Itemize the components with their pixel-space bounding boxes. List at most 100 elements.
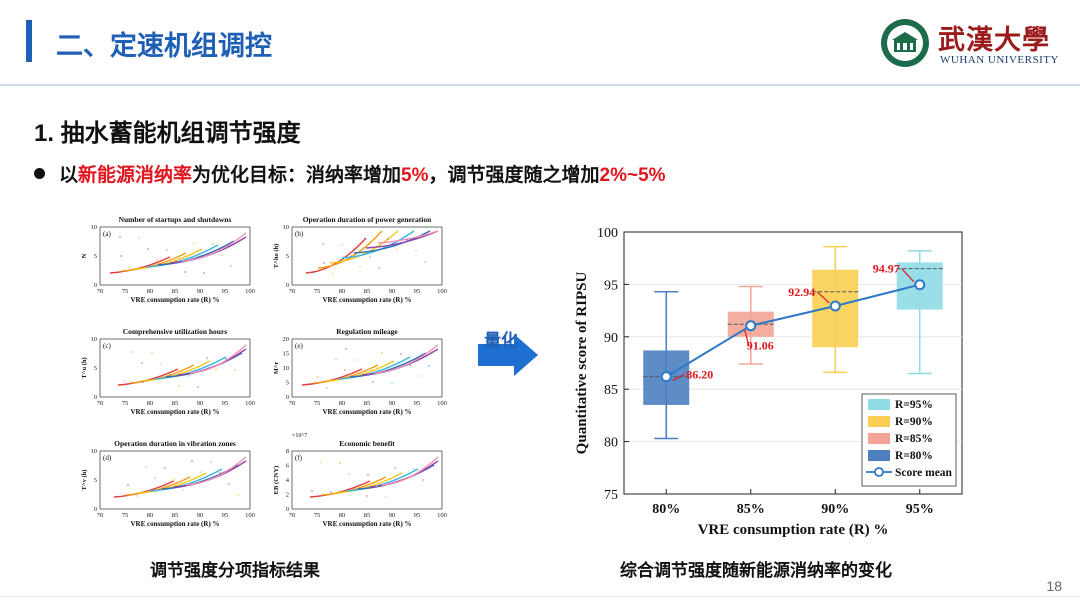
subplot-xtick: 100	[245, 400, 255, 407]
subplot-curve	[157, 240, 235, 266]
bullet-text-3: 为优化目标：消纳率增加	[192, 165, 402, 186]
subplot-xlabel: VRE consumption rate (R) %	[322, 408, 411, 416]
subplot-ylabel: T^ho (h)	[273, 244, 280, 269]
legend-label: R=90%	[895, 416, 933, 428]
subplot-curve	[381, 456, 439, 486]
legend-label: R=85%	[895, 433, 933, 445]
subplot-xtick: 95	[414, 400, 421, 407]
subplot-xlabel: VRE consumption rate (R) %	[322, 296, 411, 304]
subplot-point	[418, 375, 420, 377]
subplot-point	[132, 351, 134, 353]
subplot-point	[345, 348, 347, 350]
subplot-point	[403, 478, 405, 480]
bullet-text-2: 新能源消纳率	[78, 165, 193, 186]
subplot-point	[313, 272, 315, 274]
legend-swatch	[868, 433, 890, 444]
subplot-point	[320, 461, 322, 463]
subplot-xtick: 90	[197, 512, 204, 519]
subplot-xtick: 90	[197, 288, 204, 295]
subplot-frame	[99, 226, 251, 286]
university-seal-icon	[881, 19, 929, 67]
subplot-exponent: ×10^7	[292, 433, 307, 439]
subplot-point	[354, 359, 356, 361]
subplot-point	[378, 267, 380, 269]
subplot-curve	[377, 230, 439, 244]
subplot-ytick: 0	[94, 506, 97, 513]
subplot-xlabel: VRE consumption rate (R) %	[130, 408, 219, 416]
quantify-arrow-icon	[478, 334, 538, 376]
subplot-point	[406, 239, 408, 241]
x-tick-label: 90%	[821, 502, 849, 517]
mean-label-arrow	[744, 329, 750, 346]
subplot-xlabel: VRE consumption rate (R) %	[130, 296, 219, 304]
subplot-c: Comprehensive utilization hours (c) 0 5 10 70…	[81, 327, 255, 416]
subplot-point	[164, 467, 166, 469]
subplot-point	[210, 461, 212, 463]
subplot-point	[234, 369, 236, 371]
left-figure-caption: 调节强度分项指标结果	[150, 561, 320, 580]
subplot-curve	[373, 344, 439, 374]
subplot-xtick: 100	[437, 400, 447, 407]
subplot-point	[339, 462, 341, 464]
subplot-point	[191, 460, 193, 462]
subplot-point	[221, 254, 223, 256]
subplot-point	[178, 385, 180, 387]
y-tick-label: 95	[604, 278, 618, 293]
subplot-f: Economic benefit (f) ×10^7 0 2 4 6 8 70 75 80 85 90 9…	[273, 433, 447, 528]
subplot-point	[409, 364, 411, 366]
subplot-xtick: 95	[222, 288, 229, 295]
subplot-point	[369, 256, 371, 258]
subplot-ytick: 4	[286, 477, 290, 484]
score-mean-point	[914, 279, 926, 291]
subplot-ytick: 10	[91, 224, 98, 231]
box-R=85%	[727, 285, 774, 365]
page-title: 二、定速机组调控	[56, 31, 272, 61]
subplot-label: (e)	[295, 342, 303, 350]
subplot-ytick: 10	[91, 448, 98, 455]
subplot-point	[348, 473, 350, 475]
subplot-xtick: 75	[122, 400, 129, 407]
subplot-ytick: 10	[283, 224, 290, 231]
legend-marker	[874, 467, 884, 477]
score-mean-line	[665, 283, 920, 378]
subplot-point	[385, 496, 387, 498]
subplot-ylabel: N	[81, 253, 88, 258]
subplot-xtick: 70	[97, 400, 104, 407]
subplot-point	[182, 489, 184, 491]
subplot-point	[184, 271, 186, 273]
subplot-point	[396, 249, 398, 251]
subplot-ytick: 0	[94, 282, 97, 289]
subplot-xtick: 95	[414, 288, 421, 295]
subplot-point	[154, 477, 156, 479]
subplot-point	[120, 255, 122, 257]
subplot-point	[212, 243, 214, 245]
subplot-label: (f)	[295, 454, 303, 462]
subplot-point	[230, 265, 232, 267]
subplot-label: (d)	[103, 454, 112, 462]
x-tick-label: 80%	[652, 502, 680, 517]
mean-label: 91.06	[747, 339, 774, 353]
subplot-xtick: 80	[339, 512, 346, 519]
subplot-xtick: 75	[314, 288, 321, 295]
subplot-point	[151, 352, 153, 354]
subplot-frame	[291, 450, 443, 510]
legend-label: Score mean	[895, 467, 953, 479]
subplot-xtick: 85	[172, 400, 179, 407]
subplot-point	[136, 495, 138, 497]
subplot-e: Regulation mileage (e) 0 5 10 15 20 70 75 80 85 90 9…	[273, 327, 447, 416]
section-heading: 1. 抽水蓄能机组调节强度	[34, 120, 301, 147]
subplot-point	[424, 261, 426, 263]
subplot-title: Economic benefit	[339, 439, 395, 448]
subplot-b: Operation duration of power generation (b…	[273, 215, 447, 304]
subplot-ytick: 0	[286, 394, 289, 401]
subplot-xtick: 95	[222, 512, 229, 519]
subplot-xtick: 90	[389, 400, 396, 407]
subplot-point	[415, 250, 417, 252]
mean-label: 86.20	[686, 368, 713, 382]
subplot-point	[330, 491, 332, 493]
subplot-ytick: 5	[286, 380, 289, 387]
subplot-curve	[325, 360, 395, 382]
page-number: 18	[1046, 578, 1062, 594]
subplot-xtick: 80	[147, 400, 154, 407]
bullet-dot-icon	[34, 168, 45, 180]
